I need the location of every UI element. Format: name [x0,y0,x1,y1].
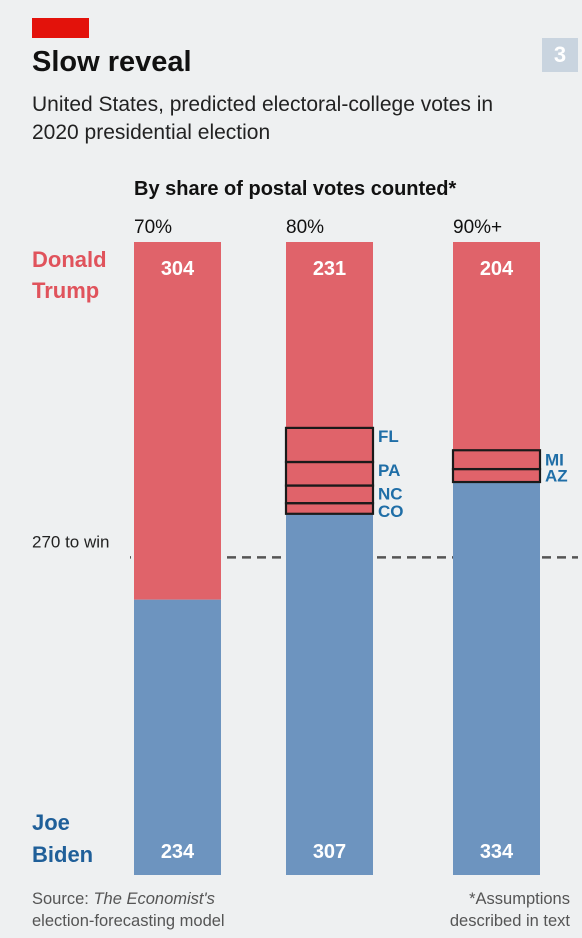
assumptions-note: *Assumptions described in text [450,888,570,932]
note-line-1: *Assumptions [469,890,570,908]
state-label-co: CO [378,502,404,521]
swing-state-box [284,502,375,515]
trump-bar [134,242,221,600]
source-rest: election-forecasting model [32,912,225,930]
chart-title: Slow reveal [32,46,192,78]
trump-value-label: 231 [313,258,346,280]
trump-value-label: 304 [161,258,195,280]
note-line-2: described in text [449,912,570,930]
biden-bar [286,513,373,875]
swing-state-box [451,467,542,484]
state-label-pa: PA [378,461,400,480]
source-note: Source: The Economist's election-forecas… [32,888,225,932]
trump-value-label: 204 [480,258,514,280]
state-label-mi: MI [545,451,564,470]
biden-bar [453,482,540,875]
chart-number-badge: 3 [542,38,578,72]
biden-value-label: 234 [161,841,195,863]
category-label: 80% [286,217,324,238]
trump-bar [286,242,373,514]
state-label-nc: NC [378,485,403,504]
biden-bar [134,599,221,875]
threshold-label: 270 to win [32,532,110,551]
source-prefix: Source: [32,890,94,908]
chart-subtitle: United States, predicted electoral-colle… [32,93,494,144]
category-label: 90%+ [453,217,502,238]
biden-series-label-line2: Biden [32,842,93,867]
brand-red-tag [32,18,89,38]
biden-series-label-line1: Joe [32,810,70,835]
trump-bar [453,242,540,483]
source-italic: The Economist's [93,890,215,908]
biden-value-label: 334 [480,841,514,863]
state-label-fl: FL [378,427,399,446]
trump-series-label-line1: Donald [32,247,107,272]
trump-series-label-line2: Trump [32,278,99,303]
chart-heading: By share of postal votes counted* [134,178,457,200]
state-label-az: AZ [545,467,568,486]
biden-value-label: 307 [313,841,346,863]
threshold-label-bg [30,533,130,568]
category-label: 70% [134,217,172,238]
